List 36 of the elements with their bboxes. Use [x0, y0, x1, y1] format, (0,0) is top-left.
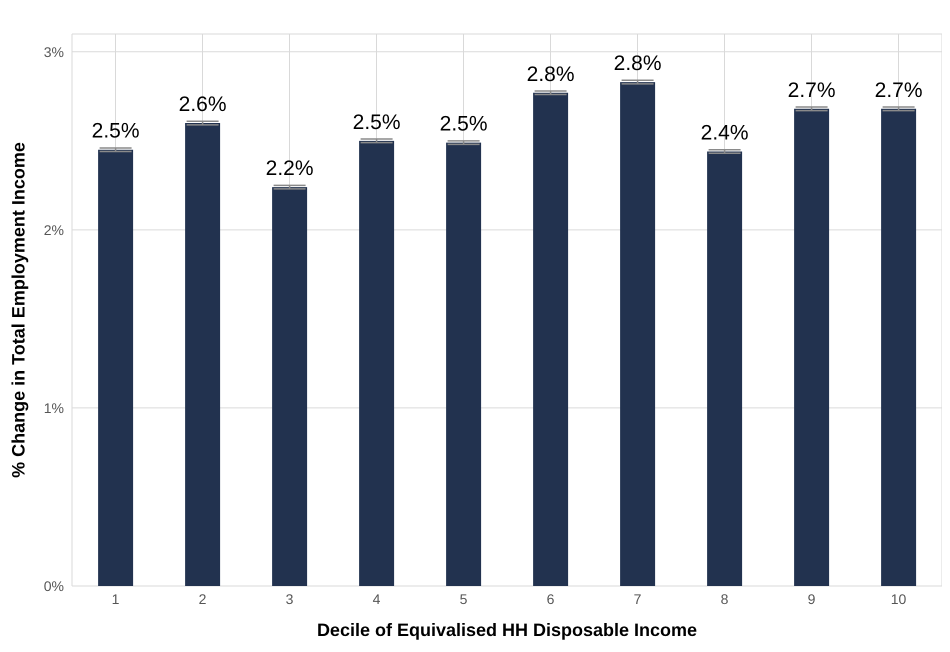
data-label: 2.8%: [526, 62, 575, 86]
bar: [98, 150, 134, 586]
bar: [446, 142, 482, 586]
data-label: 2.7%: [874, 78, 923, 102]
x-tick-label: 5: [460, 590, 468, 607]
bar: [533, 92, 568, 586]
x-tick-label: 9: [808, 590, 816, 607]
data-label: 2.5%: [352, 110, 401, 134]
bar: [272, 187, 308, 586]
data-label: 2.2%: [266, 157, 314, 180]
x-tick-label: 2: [198, 590, 207, 607]
data-label: 2.4%: [700, 122, 749, 145]
x-tick-label: 1: [112, 590, 120, 607]
data-label: 2.8%: [614, 52, 662, 76]
bar: [794, 108, 830, 586]
y-axis-title: % Change in Total Employment Income: [8, 142, 28, 478]
bar: [359, 140, 394, 586]
x-tick-label: 4: [372, 590, 381, 607]
y-tick-label: 0%: [44, 578, 64, 594]
x-tick-label: 7: [634, 590, 642, 607]
x-tick-label: 8: [720, 590, 729, 607]
y-tick-label: 2%: [44, 222, 64, 238]
data-label: 2.5%: [92, 120, 140, 143]
x-tick-label: 10: [890, 590, 906, 607]
data-label: 2.7%: [788, 78, 836, 102]
x-axis-title: Decile of Equivalised HH Disposable Income: [316, 620, 698, 640]
bar: [185, 123, 220, 586]
bar: [707, 152, 742, 586]
data-label: 2.6%: [178, 93, 227, 116]
x-tick-label: 6: [546, 590, 555, 607]
bar: [620, 82, 656, 586]
y-tick-label: 1%: [44, 400, 64, 416]
bar: [881, 108, 916, 586]
data-label: 2.5%: [440, 112, 488, 136]
x-tick-label: 3: [286, 590, 294, 607]
y-tick-label: 3%: [44, 44, 64, 60]
